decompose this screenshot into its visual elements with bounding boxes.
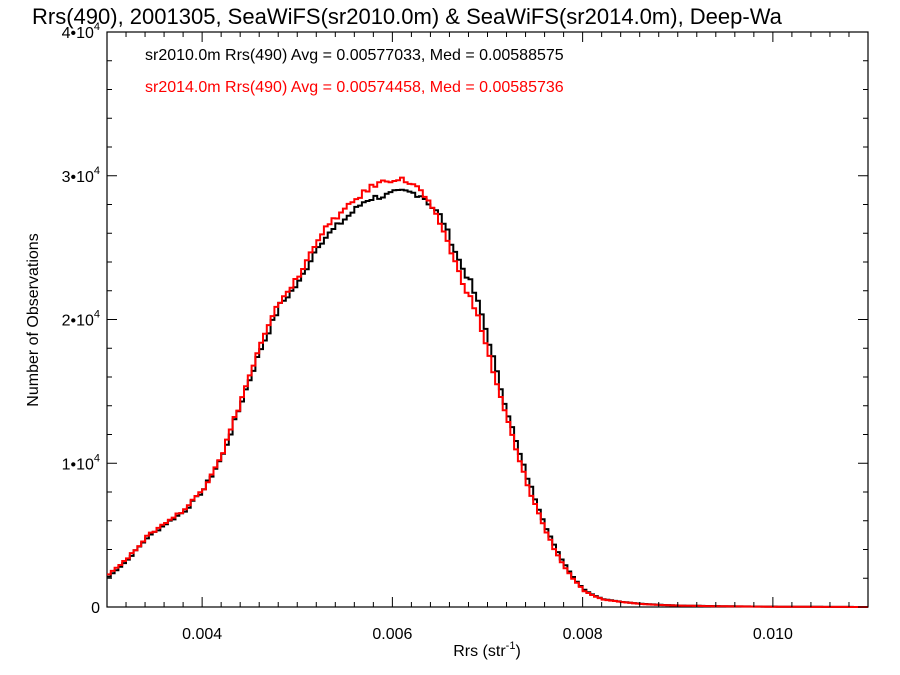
y-tick-label-base: 1•10 [62,456,94,473]
x-axis-label-sup: -1 [506,640,516,652]
histogram-series-1 [107,176,868,608]
series-layer [107,176,868,608]
x-axis-label: Rrs (str-1) [453,640,521,660]
x-axis-label-text: Rrs (str [453,643,506,660]
y-tick-label-base: 4•10 [62,25,94,42]
y-tick-label: 3•104 [62,165,100,186]
legend-entry-sr2010: sr2010.0m Rrs(490) Avg = 0.00577033, Med… [145,47,564,64]
y-tick-label: 4•104 [62,21,100,42]
legend-entry-sr2014: sr2014.0m Rrs(490) Avg = 0.00574458, Med… [145,79,564,96]
x-tick-label: 0.008 [563,626,603,643]
x-axis-ticks: 0.004 0.006 0.008 0.010 [106,32,869,643]
y-tick-label: 1•104 [62,452,100,473]
y-tick-label-base: 0 [91,600,100,617]
y-tick-label-exp: 4 [94,21,100,33]
histogram-series-0 [107,188,868,608]
chart-title: Rrs(490), 2001305, SeaWiFS(sr2010.0m) & … [32,4,783,29]
x-tick-label: 0.004 [182,626,222,643]
y-tick-label-exp: 4 [94,165,100,177]
y-tick-label: 0 [91,600,100,617]
y-tick-label: 2•104 [62,309,100,330]
y-tick-label-exp: 4 [94,309,100,321]
plot-frame [106,31,869,608]
y-tick-label-base: 2•10 [62,313,94,330]
y-axis-label: Number of Observations [25,233,42,406]
y-tick-label-base: 3•10 [62,169,94,186]
x-tick-label: 0.006 [372,626,412,643]
x-tick-label: 0.010 [753,626,793,643]
plot-border [106,31,869,608]
x-axis-label-suffix: ) [515,643,520,660]
y-tick-label-exp: 4 [94,452,100,464]
